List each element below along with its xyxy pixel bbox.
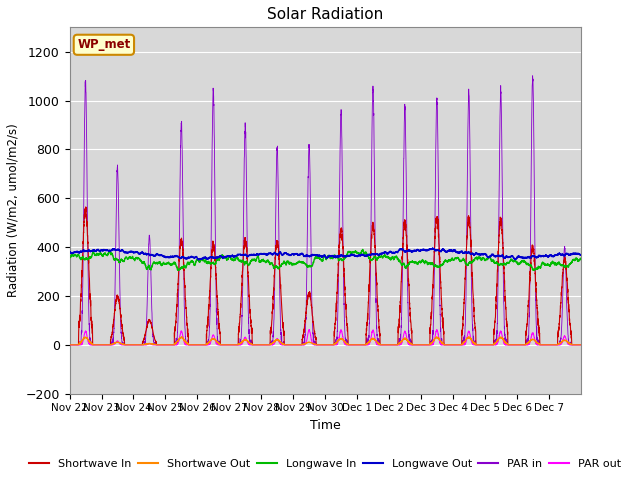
X-axis label: Time: Time — [310, 419, 340, 432]
Text: WP_met: WP_met — [77, 38, 131, 51]
Title: Solar Radiation: Solar Radiation — [267, 7, 383, 22]
Legend: Shortwave In, Shortwave Out, Longwave In, Longwave Out, PAR in, PAR out: Shortwave In, Shortwave Out, Longwave In… — [24, 454, 625, 473]
Y-axis label: Radiation (W/m2, umol/m2/s): Radiation (W/m2, umol/m2/s) — [7, 123, 20, 297]
